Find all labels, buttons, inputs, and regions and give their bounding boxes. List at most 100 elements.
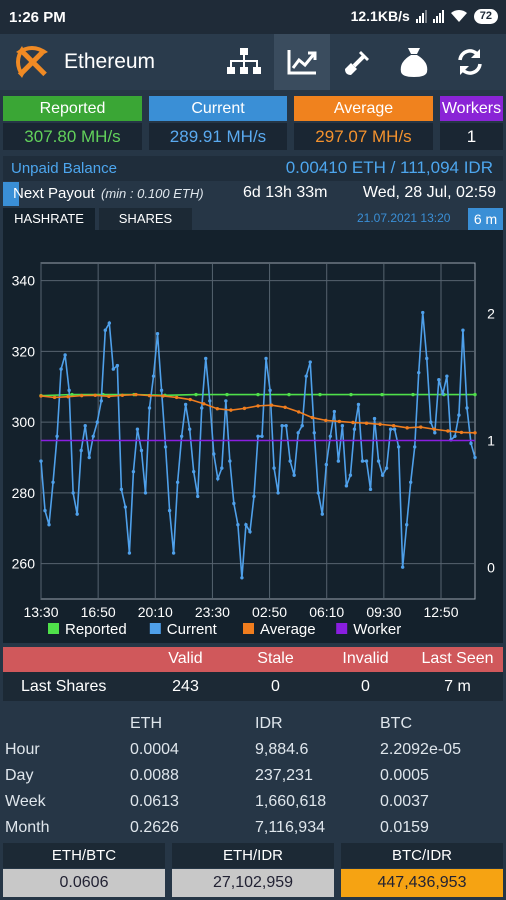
nav-shovel-button[interactable] <box>330 34 386 90</box>
series-point-current <box>276 491 280 495</box>
series-point-reported <box>194 392 198 397</box>
plot-frame <box>40 262 476 600</box>
series-point-current <box>356 402 361 407</box>
series-point-current <box>87 455 91 460</box>
series-point-current <box>67 388 71 393</box>
earnings-hour-eth: 0.0004 <box>130 741 179 758</box>
series-point-current <box>224 399 228 403</box>
series-point-current <box>163 445 168 449</box>
series-point-current <box>159 388 164 393</box>
nav-chart-button[interactable] <box>274 34 330 90</box>
earnings-day-btc: 0.0005 <box>380 767 429 784</box>
nav-network-button[interactable] <box>216 34 272 90</box>
chart-icon <box>287 50 317 75</box>
x-tick-label: 20:10 <box>138 604 173 620</box>
y-tick-label: 280 <box>12 485 36 501</box>
series-point-average <box>256 404 260 408</box>
series-point-average <box>269 403 274 407</box>
series-point-average <box>66 394 70 399</box>
series-point-current <box>131 469 136 474</box>
nav-earnings-button[interactable] <box>386 34 442 90</box>
series-point-current <box>43 508 47 513</box>
series-point-current <box>421 310 425 315</box>
series-point-current <box>183 402 188 407</box>
series-point-average <box>107 394 111 399</box>
series-point-average <box>405 426 409 430</box>
earnings-month-idr: 7,116,934 <box>255 819 325 836</box>
series-point-average <box>93 393 97 397</box>
series-point-current <box>392 427 397 431</box>
earnings-hour-btc: 2.2092e-05 <box>380 741 461 758</box>
stat-current-value: 289.91 MH/s <box>149 123 287 150</box>
price-ethbtc-label: ETH/BTC <box>3 843 165 868</box>
payout-label: Next Payout <box>13 185 95 202</box>
series-point-current <box>336 459 341 463</box>
tab-hashrate[interactable]: HASHRATE <box>3 208 95 230</box>
x-tick-label: 23:30 <box>195 604 230 620</box>
tab-shares[interactable]: SHARES <box>99 208 192 230</box>
series-point-average <box>419 425 423 429</box>
page-title: Ethereum <box>64 50 156 73</box>
series-point-current <box>143 491 148 495</box>
legend-swatch-current <box>149 623 161 634</box>
series-point-average <box>215 407 220 411</box>
shovel-icon <box>345 51 369 75</box>
series-point-current <box>469 441 473 446</box>
shares-valid: 243 <box>172 678 199 695</box>
payout-progress <box>3 182 19 206</box>
price-btcidr-label: BTC/IDR <box>341 843 503 868</box>
series-point-current <box>196 494 200 499</box>
chart-svg: 13:30 16:50 20:10 23:30 02:50 06:10 09:30 12:50… <box>12 262 495 638</box>
shares-header: Valid Stale Invalid Last Seen <box>3 647 503 672</box>
series-point-current <box>79 448 83 453</box>
series-point-current <box>71 491 75 495</box>
series-point-current <box>220 466 224 470</box>
series-point-average <box>391 423 396 428</box>
series-point-current <box>320 512 324 516</box>
series-point-reported <box>411 392 415 397</box>
series-point-current <box>75 512 79 516</box>
series-point-current <box>332 409 337 414</box>
app-bar: Ethereum <box>0 34 506 90</box>
series-point-current <box>151 374 156 378</box>
refresh-button[interactable] <box>442 34 498 90</box>
money-bag-icon <box>400 48 428 77</box>
series-point-current <box>409 480 413 484</box>
series-point-current <box>404 523 409 527</box>
earnings-row-label: Hour <box>5 741 40 758</box>
shares-invalid: 0 <box>361 678 370 695</box>
balance-value: 0.00410 ETH / 111,094 IDR <box>285 158 493 177</box>
series-point-current <box>288 459 292 463</box>
series-point-current <box>437 378 441 382</box>
earnings-month-btc: 0.0159 <box>380 819 429 836</box>
series-point-current <box>248 530 252 534</box>
series-point-current <box>433 431 437 435</box>
earnings-col-idr: IDR <box>255 715 283 732</box>
x-tick-label: 06:10 <box>309 604 344 620</box>
series-point-average <box>351 420 355 425</box>
shares-stale: 0 <box>271 678 280 695</box>
series-point-current <box>352 427 357 431</box>
series-point-current <box>445 374 449 378</box>
payout-date: Wed, 28 Jul, 02:59 <box>362 184 496 201</box>
series-point-current <box>135 427 140 431</box>
series-point-current <box>187 427 192 431</box>
series-point-average <box>229 408 233 412</box>
series-point-current <box>123 505 128 509</box>
series-point-reported <box>318 392 322 397</box>
series-point-reported <box>70 392 74 397</box>
price-ethidr-label: ETH/IDR <box>172 843 334 868</box>
series-point-reported <box>473 392 477 397</box>
series-point-average <box>337 419 342 424</box>
series-point-current <box>212 452 216 456</box>
wifi-icon <box>450 9 467 22</box>
stat-current-label: Current <box>149 96 287 121</box>
series-point-current <box>200 406 204 410</box>
series-point-average <box>134 392 138 397</box>
status-bar: 1:26 PM 12.1KB/s 72 <box>0 0 506 34</box>
series-point-current <box>167 508 172 513</box>
status-time: 1:26 PM <box>9 9 66 26</box>
refresh-icon <box>458 49 482 75</box>
series-point-current <box>457 413 461 417</box>
range-selector[interactable]: 6 m <box>468 208 503 230</box>
